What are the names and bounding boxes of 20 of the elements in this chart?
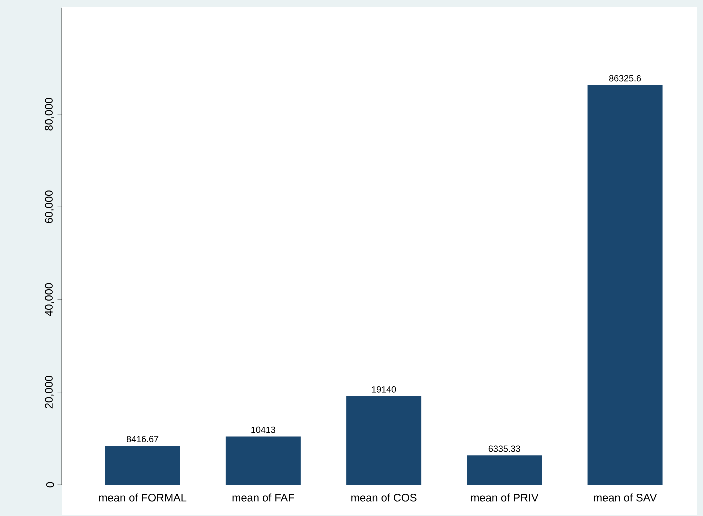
x-tick-label: mean of PRIV — [471, 494, 539, 502]
x-tick-label: mean of COS — [352, 494, 417, 502]
data-label: 86325.6 — [609, 75, 642, 82]
bar — [105, 446, 180, 485]
data-label: 19140 — [372, 386, 396, 393]
data-label: 10413 — [252, 426, 276, 434]
x-tick-label: mean of FORMAL — [99, 494, 187, 502]
y-tick-label: 40,000 — [45, 283, 54, 316]
x-tick-label: mean of SAV — [594, 494, 658, 502]
y-tick-label: 60,000 — [45, 190, 54, 224]
y-tick-label: 20,000 — [45, 376, 54, 409]
y-tick-label: 80,000 — [45, 98, 54, 131]
bar — [346, 396, 422, 485]
data-label: 6335.33 — [488, 446, 520, 452]
bar — [467, 456, 542, 485]
data-label: 8416.67 — [127, 436, 159, 442]
bar — [588, 85, 663, 485]
x-tick-label: mean of FAF — [232, 494, 294, 502]
y-tick-label: 0 — [46, 482, 54, 488]
bar — [226, 436, 301, 485]
